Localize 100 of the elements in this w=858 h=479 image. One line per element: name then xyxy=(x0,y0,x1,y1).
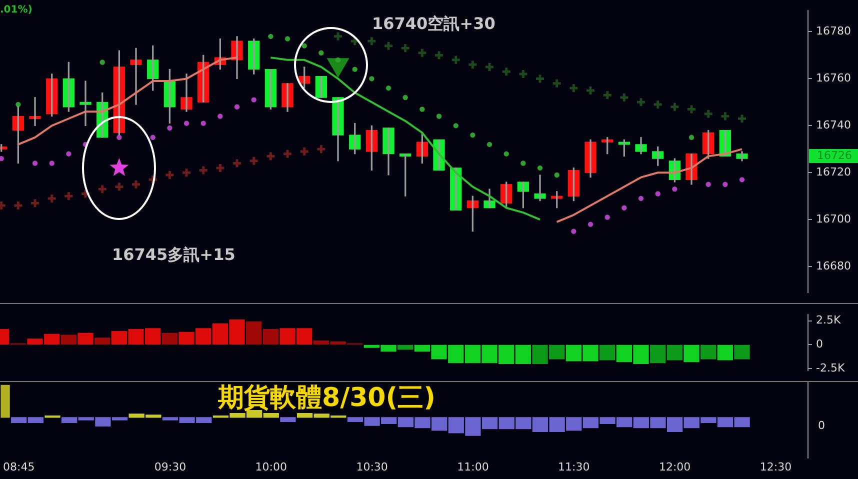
point xyxy=(386,85,392,91)
point xyxy=(116,134,122,140)
point xyxy=(400,42,411,54)
point xyxy=(332,31,344,42)
point xyxy=(232,158,242,168)
bar xyxy=(162,332,178,344)
point xyxy=(318,50,324,56)
point xyxy=(501,66,512,77)
candlestick xyxy=(517,182,530,208)
bar xyxy=(600,344,616,360)
bar xyxy=(94,338,110,344)
bar xyxy=(684,344,700,362)
point xyxy=(720,111,730,122)
point xyxy=(251,97,256,102)
point xyxy=(484,62,495,72)
point xyxy=(200,120,206,126)
point xyxy=(218,114,223,119)
point xyxy=(518,68,528,80)
x-tick-label: 12:30 xyxy=(760,460,792,474)
point xyxy=(486,142,492,148)
point xyxy=(686,104,697,114)
point xyxy=(618,92,630,103)
point xyxy=(450,54,462,66)
point xyxy=(602,90,613,100)
y-tick-label: 16700 xyxy=(816,212,851,226)
point xyxy=(739,177,745,182)
point xyxy=(16,102,21,108)
x-tick-label: 11:00 xyxy=(457,460,489,474)
candlestick xyxy=(315,76,328,98)
bar xyxy=(280,417,296,422)
point xyxy=(114,181,124,192)
point xyxy=(130,179,142,190)
point xyxy=(181,167,192,178)
point xyxy=(420,106,425,112)
point xyxy=(46,193,58,204)
annotation: 16745多訊+15 xyxy=(112,245,236,264)
point xyxy=(736,113,748,124)
point xyxy=(383,40,394,52)
point xyxy=(248,156,260,166)
point xyxy=(100,60,105,65)
bar xyxy=(717,344,734,360)
point xyxy=(234,104,240,110)
x-tick-label: 11:30 xyxy=(558,460,590,474)
point xyxy=(164,170,175,180)
y-tick-label: 16680 xyxy=(816,259,851,272)
annotation: 16740空訊+30 xyxy=(372,14,496,34)
point xyxy=(636,96,646,108)
point xyxy=(588,222,594,227)
point xyxy=(265,150,276,162)
point xyxy=(284,36,290,42)
point xyxy=(282,148,293,160)
point xyxy=(453,123,458,128)
point xyxy=(184,120,190,126)
annotation: 期貨軟體8/30(三) xyxy=(217,382,436,413)
bar xyxy=(700,344,716,360)
x-tick-label: 10:00 xyxy=(255,460,287,474)
point xyxy=(604,214,610,220)
point xyxy=(352,66,358,72)
point xyxy=(335,57,341,63)
x-tick-label: 09:30 xyxy=(154,460,186,474)
candlestick xyxy=(433,139,445,171)
point xyxy=(97,184,108,194)
y-tick-label: -2.5K xyxy=(816,361,846,374)
point xyxy=(470,132,476,138)
point xyxy=(520,160,526,166)
bar xyxy=(398,344,414,350)
point xyxy=(722,182,728,187)
point xyxy=(703,108,714,120)
point xyxy=(571,228,576,234)
point xyxy=(552,78,562,89)
point xyxy=(198,165,209,176)
text: 16726 xyxy=(817,148,852,162)
point xyxy=(32,160,38,166)
point xyxy=(706,182,711,187)
point xyxy=(672,186,678,192)
point xyxy=(467,59,478,70)
point xyxy=(652,99,664,110)
point xyxy=(167,125,172,131)
point xyxy=(12,200,24,211)
point xyxy=(655,191,660,196)
y-tick-label: 16780 xyxy=(816,24,851,38)
point xyxy=(534,73,546,84)
bar xyxy=(734,344,750,360)
point xyxy=(416,48,428,58)
y-tick-label: 16760 xyxy=(816,72,851,85)
point xyxy=(554,172,560,178)
point xyxy=(436,114,442,119)
point xyxy=(585,85,596,96)
point xyxy=(568,82,579,94)
point xyxy=(434,50,444,60)
point xyxy=(402,94,408,100)
point xyxy=(302,43,307,48)
point xyxy=(537,165,543,171)
point xyxy=(66,151,72,156)
point xyxy=(110,158,129,176)
point xyxy=(49,160,54,166)
point xyxy=(688,134,694,140)
y-tick-label: 0 xyxy=(816,338,823,351)
x-tick-label: 12:00 xyxy=(658,460,691,474)
point xyxy=(366,36,377,46)
